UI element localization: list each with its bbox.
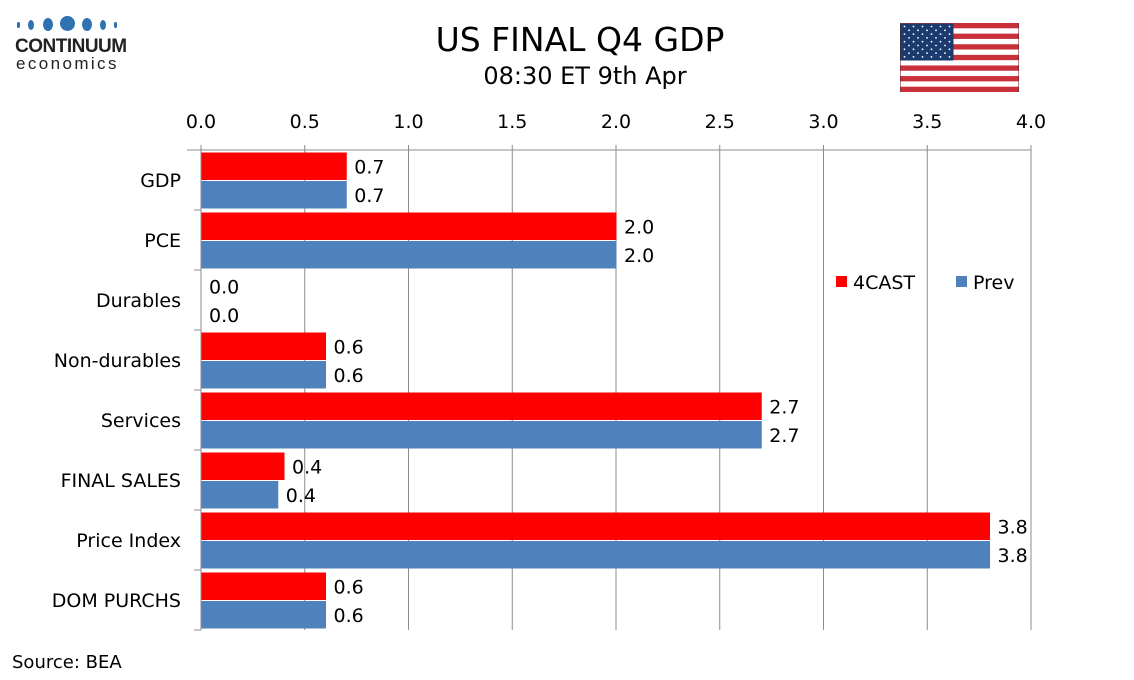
logo-name: CONTINUUM: [15, 36, 127, 57]
data-label: 2.7: [769, 425, 799, 447]
x-tick-label: 1.5: [497, 111, 527, 133]
bar-4cast: [201, 392, 762, 420]
bar-prev: [201, 481, 279, 509]
legend-4cast-swatch: [836, 276, 847, 287]
data-label: 0.6: [334, 576, 364, 598]
bar-4cast: [201, 212, 617, 240]
x-tick-label: 0.0: [186, 111, 216, 133]
category-label: GDP: [140, 170, 181, 192]
x-tick-label: 0.5: [290, 111, 320, 133]
legend-prev-swatch: [956, 276, 967, 287]
legend-4cast-label: 4CAST: [853, 272, 915, 294]
us-flag-icon: [900, 23, 1019, 92]
category-label: PCE: [144, 230, 181, 252]
bar-prev: [201, 541, 990, 569]
category-label: Durables: [96, 290, 181, 312]
x-tick-label: 1.0: [393, 111, 423, 133]
category-label: FINAL SALES: [61, 470, 181, 492]
data-label: 2.7: [769, 396, 799, 418]
source-note: Source: BEA: [12, 652, 122, 673]
bar-prev: [201, 241, 617, 269]
x-tick-label: 2.0: [601, 111, 631, 133]
x-tick-label: 4.0: [1016, 111, 1046, 133]
legend-prev-label: Prev: [973, 272, 1014, 294]
bar-prev: [201, 361, 326, 389]
bar-prev: [201, 601, 326, 629]
data-label: 0.6: [334, 336, 364, 358]
x-tick-label: 2.5: [705, 111, 735, 133]
data-label: 0.7: [354, 156, 384, 178]
category-label: Price Index: [76, 530, 181, 552]
data-label: 0.4: [286, 485, 316, 507]
data-label: 0.0: [209, 305, 239, 327]
continuum-logo: CONTINUUM economics: [12, 14, 132, 73]
data-label: 3.8: [998, 516, 1028, 538]
data-label: 0.7: [354, 185, 384, 207]
logo-subtitle: economics: [16, 54, 119, 73]
logo-dots-icon: [12, 14, 132, 34]
bar-4cast: [201, 512, 990, 540]
data-label: 2.0: [624, 216, 654, 238]
x-tick-label: 3.0: [808, 111, 838, 133]
data-label: 0.6: [334, 605, 364, 627]
bar-4cast: [201, 452, 285, 480]
bar-4cast: [201, 572, 326, 600]
category-label: DOM PURCHS: [52, 590, 181, 612]
bar-4cast: [201, 332, 326, 360]
data-label: 0.4: [292, 456, 322, 478]
data-label: 2.0: [624, 245, 654, 267]
chart-subtitle: 08:30 ET 9th Apr: [483, 62, 687, 90]
data-label: 0.6: [334, 365, 364, 387]
bar-prev: [201, 421, 762, 449]
category-label: Non-durables: [54, 350, 181, 372]
data-label: 3.8: [998, 545, 1028, 567]
category-label: Services: [101, 410, 181, 432]
bar-prev: [201, 181, 347, 209]
x-tick-label: 3.5: [912, 111, 942, 133]
bar-4cast: [201, 152, 347, 180]
data-label: 0.0: [209, 276, 239, 298]
chart-title: US FINAL Q4 GDP: [435, 20, 725, 59]
